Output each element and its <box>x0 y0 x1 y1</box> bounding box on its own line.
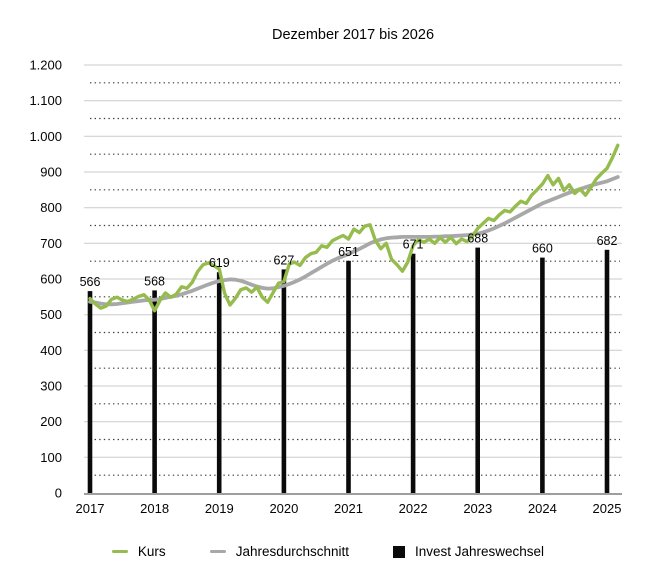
invest-bar-2021 <box>346 260 351 493</box>
y-axis-label: 500 <box>40 307 62 322</box>
x-axis-label: 2018 <box>140 501 169 516</box>
chart-canvas: 566 568 619 627 651 671 688 660 682 1.200 1.100 1.0… <box>29 58 622 516</box>
chart-title: Dezember 2017 bis 2026 <box>271 27 435 43</box>
bar-value-label: 682 <box>597 234 618 248</box>
y-axis-label: 1.100 <box>29 93 62 108</box>
invest-bar-2022 <box>410 253 416 493</box>
legend-item-kurs: Kurs <box>111 544 166 559</box>
x-axis-label: 2021 <box>334 501 363 516</box>
kurs-line <box>88 143 620 313</box>
bar-value-label: 671 <box>403 238 424 252</box>
legend-label-kurs: Kurs <box>137 544 166 559</box>
y-axis-label: 400 <box>40 343 62 358</box>
x-axis-label: 2023 <box>463 501 492 516</box>
y-axis-label: 0 <box>55 486 62 501</box>
average-line <box>88 175 620 307</box>
legend-label-jahresdurchschnitt: Jahresdurchschnitt <box>235 544 349 559</box>
legend-item-jahresdurchschnitt: Jahresdurchschnitt <box>209 544 349 559</box>
invest-bar-2024 <box>540 257 545 493</box>
x-axis-label: 2025 <box>593 501 622 516</box>
bar-value-label: 619 <box>209 256 230 270</box>
bar-value-label: 627 <box>273 253 294 267</box>
bar-value-label: 651 <box>338 245 359 259</box>
y-axis-label: 600 <box>40 272 62 287</box>
bar-value-label: 660 <box>532 242 553 256</box>
invest-bar-2018 <box>152 290 157 493</box>
y-axis-label: 100 <box>40 450 62 465</box>
bar-value-label: 568 <box>144 274 165 288</box>
average-line-swatch-icon <box>209 549 226 554</box>
kurs-line-swatch-icon <box>111 549 128 554</box>
chart-legend: Kurs Jahresdurchschnitt Invest Jahreswec… <box>0 544 656 559</box>
x-axis-label: 2024 <box>528 501 557 516</box>
invest-bar-2017 <box>87 291 93 493</box>
invest-bar-2019 <box>216 272 222 493</box>
invest-bar-2020 <box>281 269 287 493</box>
invest-bar-swatch-icon <box>393 545 405 558</box>
bar-value-label: 566 <box>80 275 101 289</box>
y-axis-label: 700 <box>40 236 62 251</box>
y-axis-label: 200 <box>40 414 62 429</box>
y-axis-label: 1.000 <box>29 129 62 144</box>
y-axis-label: 1.200 <box>29 58 62 73</box>
x-axis-label: 2019 <box>205 501 234 516</box>
x-axis-label: 2020 <box>269 501 298 516</box>
x-axis-label: 2022 <box>399 501 428 516</box>
y-axis-label: 800 <box>40 200 62 215</box>
y-axis-label: 300 <box>40 379 62 394</box>
legend-item-invest: Invest Jahreswechsel <box>393 544 544 559</box>
x-axis-label: 2017 <box>76 501 105 516</box>
invest-bar-2023 <box>475 247 480 493</box>
y-axis-label: 900 <box>40 165 62 180</box>
legend-label-invest: Invest Jahreswechsel <box>415 544 545 559</box>
bar-value-label: 688 <box>467 232 488 246</box>
invest-bar-2025 <box>604 249 610 493</box>
